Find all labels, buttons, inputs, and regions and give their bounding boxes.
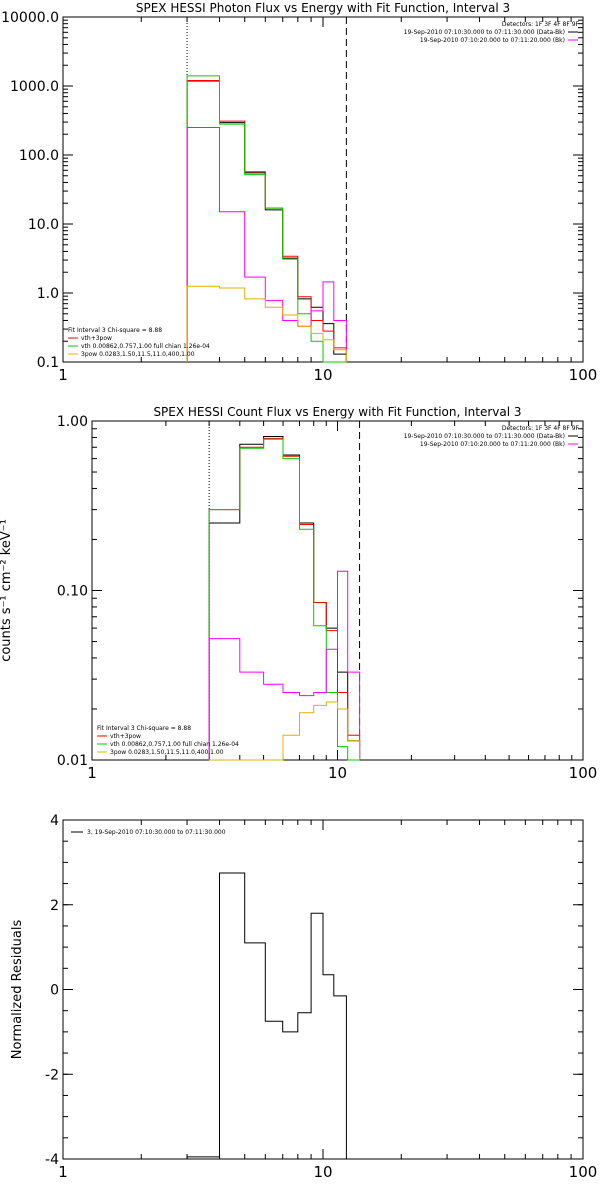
detectors-label: Detectors: 1F 3F 4F 8F 9F	[502, 425, 580, 432]
x-tick-label: 100	[569, 1163, 598, 1181]
series-histogram-1	[208, 437, 361, 760]
x-tick-label: 100	[569, 366, 598, 384]
series-histogram-2	[186, 75, 347, 363]
x-tick-label: 1	[87, 764, 97, 782]
count-flux-panel: SPEX HESSI Count Flux vs Energy with Fit…	[0, 405, 597, 782]
chart-title: SPEX HESSI Photon Flux vs Energy with Fi…	[136, 1, 510, 15]
y-tick-label: 2	[50, 898, 59, 914]
x-tick-label: 1	[58, 366, 68, 384]
series-histogram-0	[186, 872, 347, 1159]
legend-label: 19-Sep-2010 07:10:20.000 to 07:11:20.000…	[420, 37, 565, 44]
legend-label: vth 0.00862,0.757,1.00 full chian 1.26e-…	[110, 741, 239, 748]
y-tick-label: 0.01	[57, 753, 88, 769]
legend-label: 3, 19-Sep-2010 07:10:30.000 to 07:11:30.…	[87, 829, 226, 836]
y-tick-label: -4	[45, 1152, 59, 1168]
x-tick-label: 100	[569, 764, 598, 782]
y-tick-label: 1.00	[57, 414, 88, 430]
y-tick-label: 100.0	[19, 148, 59, 164]
y-axis-label: Normalized Residuals	[10, 920, 25, 1060]
y-tick-label: 1.0	[37, 286, 59, 302]
x-tick-label: 10	[313, 366, 332, 384]
detectors-label: Detectors: 1F 3F 4F 8F 9F	[502, 21, 580, 28]
series-histogram-2	[208, 438, 360, 761]
series-histogram-0	[186, 80, 347, 362]
series-histogram-4	[209, 701, 361, 761]
y-tick-label: 0	[50, 983, 59, 999]
legend-label: 19-Sep-2010 07:10:30.000 to 07:11:30.000…	[404, 29, 565, 36]
legend-label: vth 0.00862,0.757,1.00 full chian 1.26e-…	[81, 343, 210, 350]
legend-label: 3pow 0.0283,1.50,11.5,11.0,400,1.00	[81, 351, 195, 358]
series-histogram-1	[186, 80, 347, 362]
y-tick-label: 1000.0	[10, 79, 59, 95]
residuals-panel: Normalized Residuals 1 10 100 -4 -2 0 2 4 3, 19-S…	[10, 813, 597, 1181]
y-tick-label: 10000.0	[1, 10, 59, 26]
series-histogram-3	[186, 127, 347, 362]
y-axis-label: counts s⁻¹ cm⁻² keV⁻¹	[0, 519, 14, 662]
series-histogram-4	[186, 285, 347, 362]
legend-label: 3pow 0.0283,1.50,11.5,11.0,400,1.00	[110, 749, 224, 756]
legend-label: vth+3pow	[110, 733, 141, 740]
y-tick-label: 0.10	[57, 584, 88, 600]
y-tick-label: 4	[50, 813, 59, 829]
photon-flux-panel: SPEX HESSI Photon Flux vs Energy with Fi…	[1, 1, 597, 384]
fit-info-label: Fit Interval 3 Chi-square = 8.88	[68, 327, 162, 334]
legend-label: 19-Sep-2010 07:10:30.000 to 07:11:30.000…	[404, 433, 565, 440]
legend-label: vth+3pow	[81, 335, 112, 342]
chart-title: SPEX HESSI Count Flux vs Energy with Fit…	[153, 405, 521, 419]
x-tick-label: 10	[313, 1163, 332, 1181]
series-histogram-3	[208, 570, 361, 760]
series-histogram-0	[208, 436, 361, 760]
x-tick-label: 10	[328, 764, 347, 782]
x-tick-label: 1	[58, 1163, 68, 1181]
fit-info-label: Fit Interval 3 Chi-square = 8.88	[97, 725, 191, 732]
y-tick-label: 0.1	[37, 355, 59, 371]
legend-label: 19-Sep-2010 07:10:20.000 to 07:11:20.000…	[420, 441, 565, 448]
y-tick-label: 10.0	[28, 217, 59, 233]
plot-frame	[62, 819, 584, 1160]
y-tick-label: -2	[45, 1067, 59, 1083]
